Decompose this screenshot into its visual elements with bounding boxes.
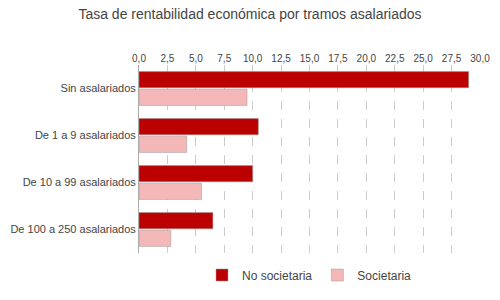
svg-text:0,0: 0,0: [132, 53, 146, 64]
svg-text:17,5: 17,5: [328, 53, 348, 64]
svg-text:15,0: 15,0: [300, 53, 320, 64]
svg-text:De 100 a 250 asalariados: De 100 a 250 asalariados: [10, 223, 136, 235]
svg-text:No societaria: No societaria: [242, 269, 312, 283]
svg-text:25,0: 25,0: [413, 53, 433, 64]
svg-text:30,0: 30,0: [470, 53, 490, 64]
svg-text:5,0: 5,0: [189, 53, 203, 64]
svg-text:Sin asalariados: Sin asalariados: [61, 82, 137, 94]
svg-text:20,0: 20,0: [357, 53, 377, 64]
svg-text:10,0: 10,0: [243, 53, 263, 64]
svg-text:Tasa de rentabilidad económica: Tasa de rentabilidad económica por tramo…: [78, 6, 421, 22]
svg-text:Societaria: Societaria: [357, 269, 411, 283]
svg-text:2,5: 2,5: [160, 53, 174, 64]
svg-text:De 1 a 9 asalariados: De 1 a 9 asalariados: [35, 129, 136, 141]
svg-text:27,5: 27,5: [442, 53, 462, 64]
svg-text:12,5: 12,5: [271, 53, 291, 64]
svg-text:7,5: 7,5: [217, 53, 231, 64]
svg-text:22,5: 22,5: [385, 53, 405, 64]
svg-text:De 10 a 99 asalariados: De 10 a 99 asalariados: [23, 176, 137, 188]
